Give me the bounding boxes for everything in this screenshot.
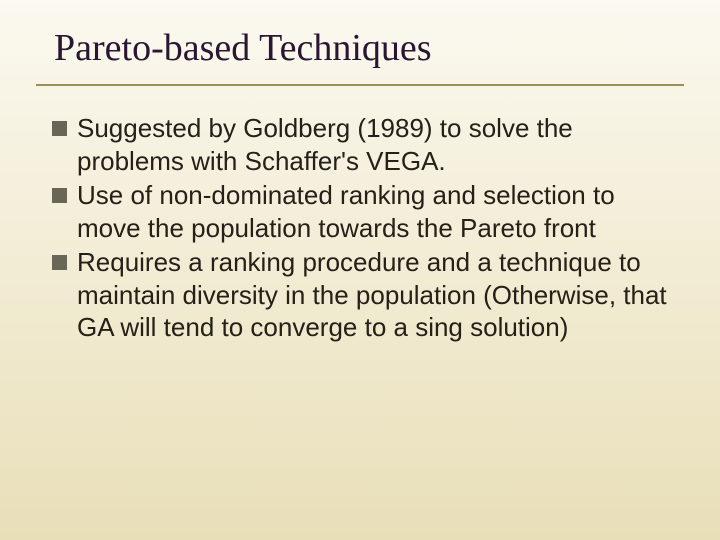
list-item: Requires a ranking procedure and a techn…: [52, 246, 672, 344]
list-item: Suggested by Goldberg (1989) to solve th…: [52, 112, 672, 177]
slide-title: Pareto-based Techniques: [54, 28, 680, 70]
slide: Pareto-based Techniques Suggested by Gol…: [0, 0, 720, 540]
bullet-square-icon: [52, 121, 67, 136]
slide-body: Suggested by Goldberg (1989) to solve th…: [52, 112, 672, 346]
bullet-text: Use of non-dominated ranking and selecti…: [77, 179, 672, 244]
bullet-square-icon: [52, 188, 67, 203]
title-underline: [36, 84, 684, 86]
bullet-text: Requires a ranking procedure and a techn…: [77, 246, 672, 344]
list-item: Use of non-dominated ranking and selecti…: [52, 179, 672, 244]
bullet-square-icon: [52, 255, 67, 270]
bullet-text: Suggested by Goldberg (1989) to solve th…: [77, 112, 672, 177]
